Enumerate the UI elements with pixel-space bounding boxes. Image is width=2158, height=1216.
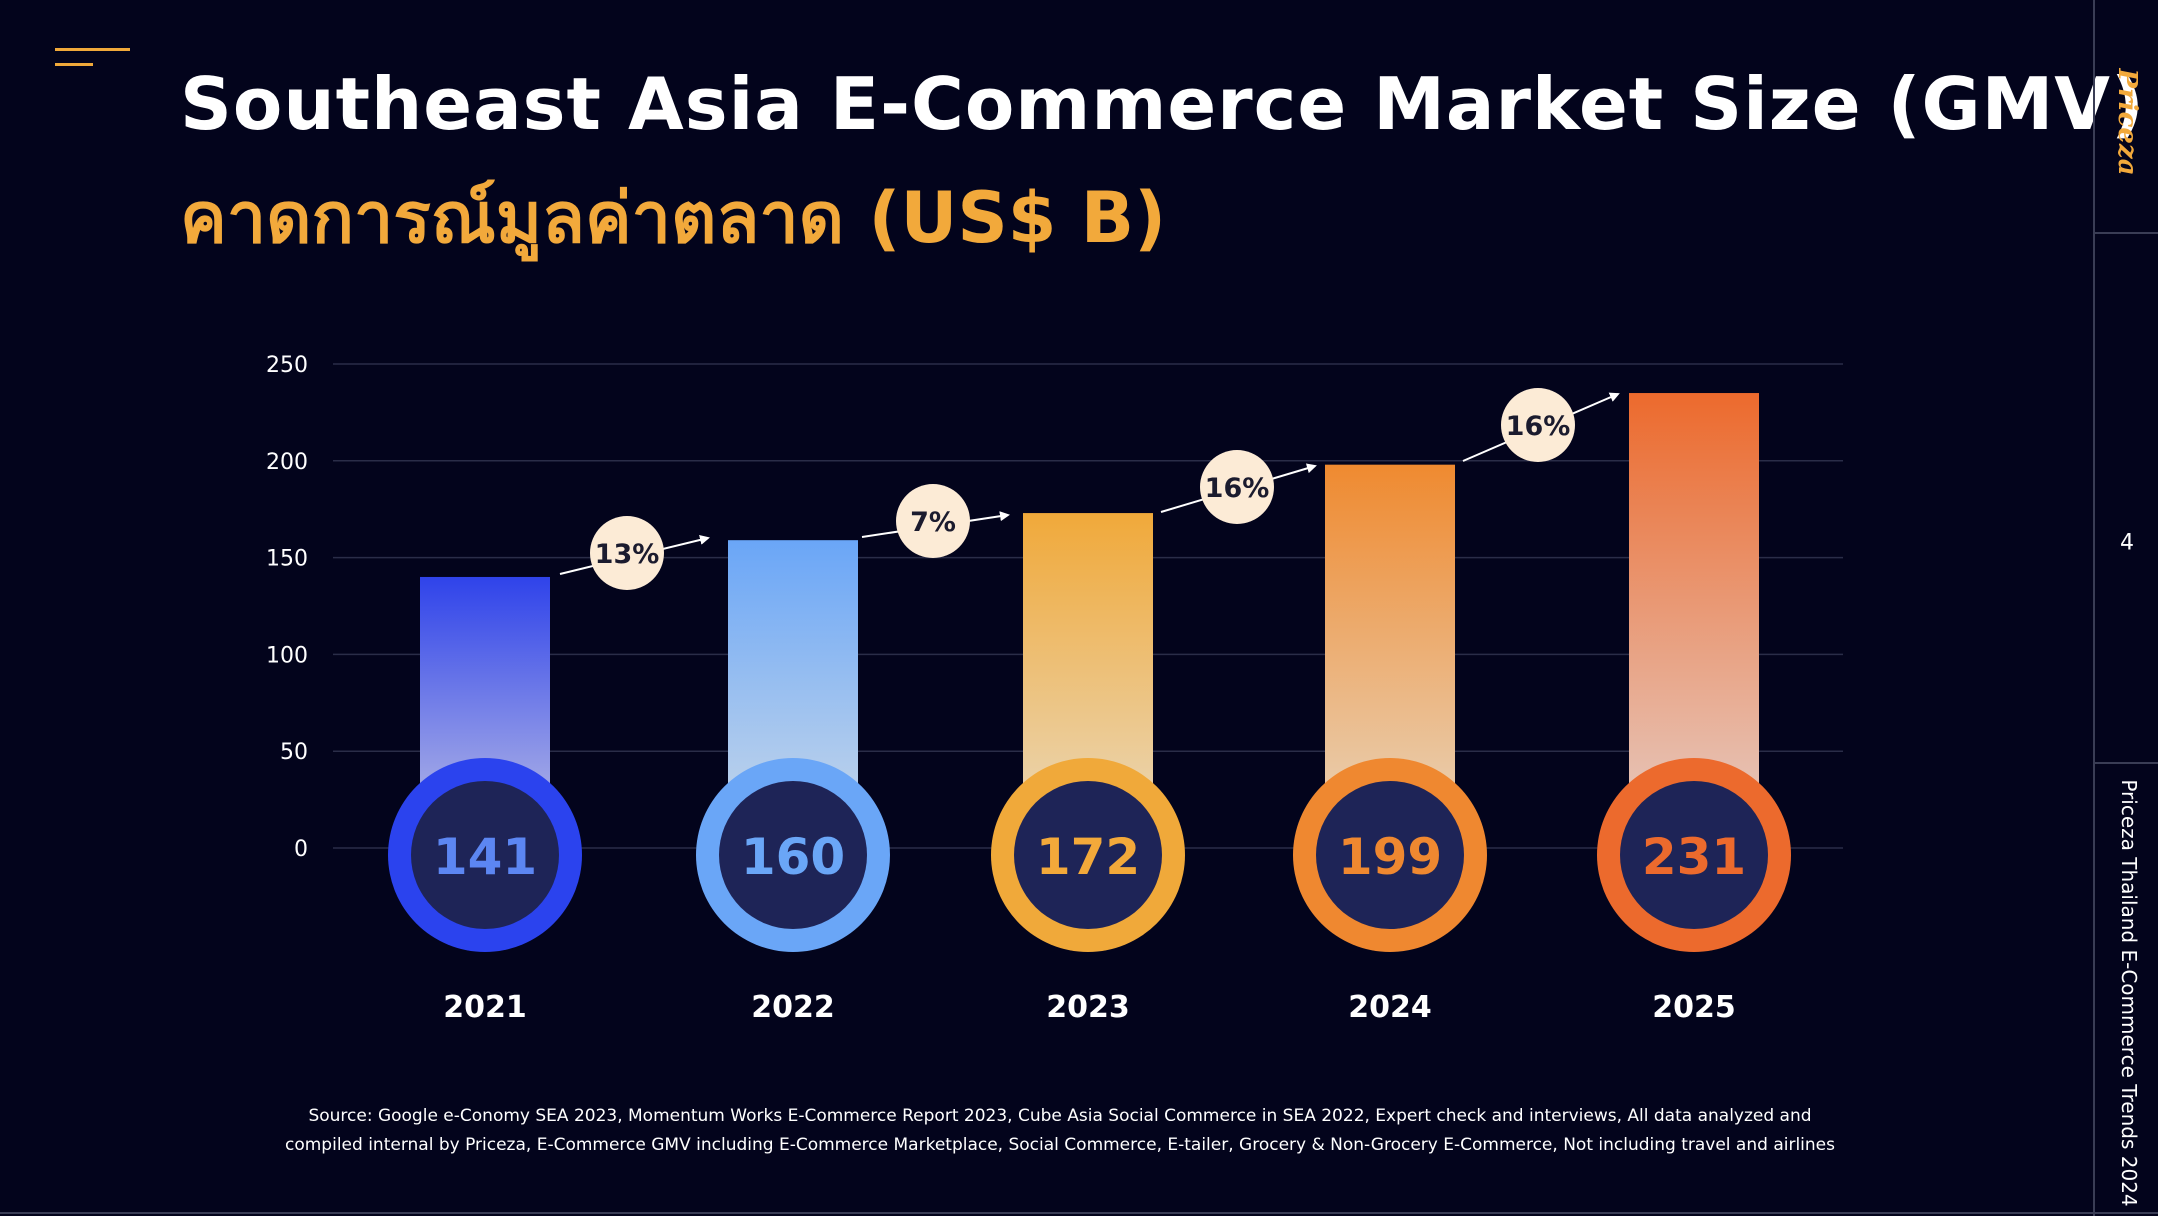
value-circle-2021 xyxy=(411,781,559,929)
side-divider-bottom xyxy=(2095,762,2158,764)
value-label-2024: 199 xyxy=(1338,828,1442,886)
source-line-2: compiled internal by Priceza, E-Commerce… xyxy=(285,1135,1835,1155)
value-label-2021: 141 xyxy=(433,828,537,886)
growth-layer: 13% 7% 16% 16% xyxy=(559,388,1620,590)
y-tick-label: 250 xyxy=(266,353,308,378)
growth-label: 16% xyxy=(1205,473,1270,504)
value-label-2023: 172 xyxy=(1036,828,1140,886)
source-line-1: Source: Google e-Conomy SEA 2023, Moment… xyxy=(308,1106,1812,1126)
page-title: Southeast Asia E-Commerce Market Size (G… xyxy=(180,62,2145,146)
growth-label: 7% xyxy=(910,507,956,538)
page-subtitle: คาดการณ์มูลค่าตลาด (US$ B) xyxy=(180,177,1167,259)
y-tick-label: 50 xyxy=(280,740,308,765)
x-label-2024: 2024 xyxy=(1348,990,1432,1025)
y-tick-label: 150 xyxy=(266,547,308,572)
x-label-2023: 2023 xyxy=(1046,990,1130,1025)
source-note: Source: Google e-Conomy SEA 2023, Moment… xyxy=(260,1102,1860,1160)
bottom-border xyxy=(0,1212,2158,1214)
y-tick-label: 200 xyxy=(266,450,308,475)
corner-decoration xyxy=(55,48,130,68)
value-circle-2024 xyxy=(1316,781,1464,929)
bar-layer: 141 2021 160 2022 172 2023 199 2024 231 2025 xyxy=(388,393,1791,1025)
decor-line-short xyxy=(55,63,93,66)
y-tick-label: 0 xyxy=(294,837,308,862)
growth-label: 13% xyxy=(595,539,660,570)
value-label-2022: 160 xyxy=(741,828,845,886)
growth-label: 16% xyxy=(1506,411,1571,442)
decor-line-long xyxy=(55,48,130,51)
value-circle-2022 xyxy=(719,781,867,929)
side-divider-top xyxy=(2095,232,2158,234)
value-circle-2025 xyxy=(1620,781,1768,929)
bar-2025 xyxy=(1629,393,1759,825)
growth-bubble xyxy=(590,516,664,590)
y-tick-label: 100 xyxy=(266,643,308,668)
value-circle-2023 xyxy=(1014,781,1162,929)
x-label-2025: 2025 xyxy=(1652,990,1736,1025)
value-label-2025: 231 xyxy=(1642,828,1746,886)
page-number: 4 xyxy=(2120,530,2134,556)
growth-bubble xyxy=(896,484,970,558)
side-panel xyxy=(2093,0,2158,1216)
x-label-2022: 2022 xyxy=(751,990,835,1025)
growth-bubble xyxy=(1200,450,1274,524)
growth-bubble xyxy=(1501,388,1575,462)
x-label-2021: 2021 xyxy=(443,990,527,1025)
